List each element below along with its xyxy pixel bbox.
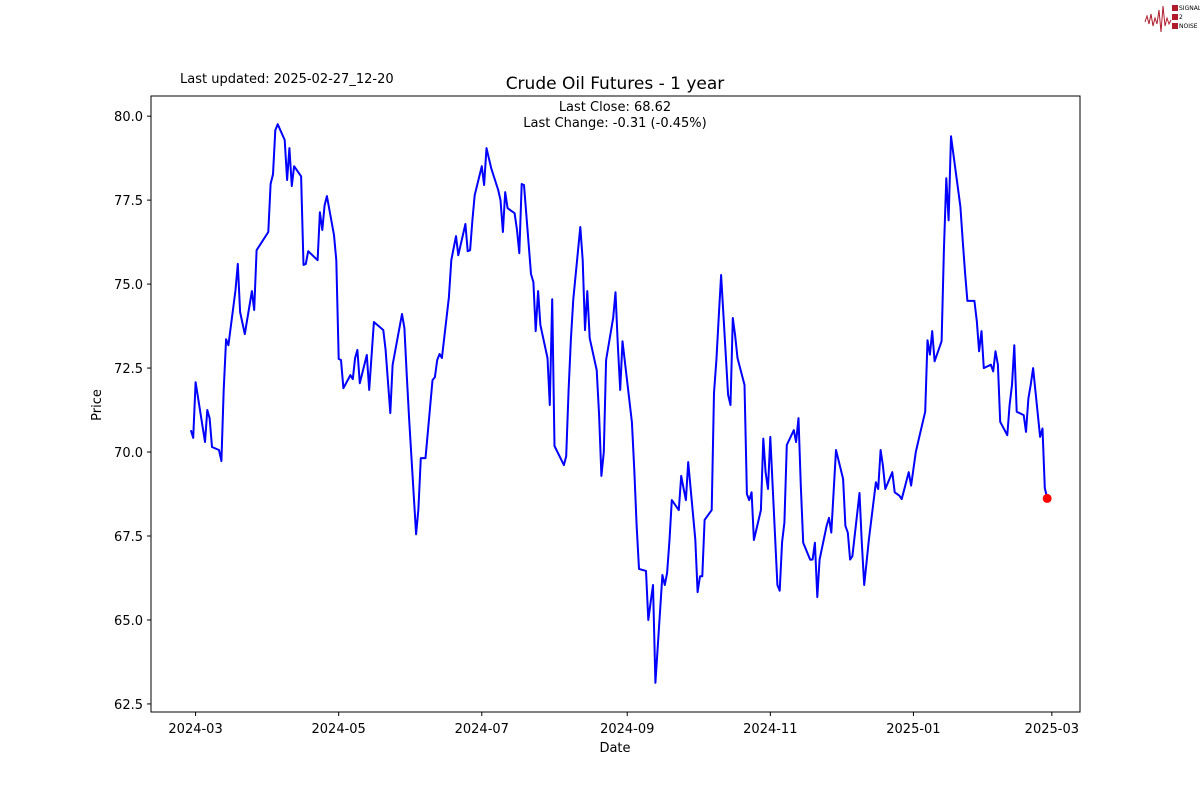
series bbox=[189, 123, 1052, 684]
logo-box bbox=[1172, 23, 1178, 29]
logo-text: SIGNAL bbox=[1179, 5, 1200, 12]
plot-area bbox=[150, 95, 1081, 713]
y-tick-label: 65.0 bbox=[114, 614, 143, 629]
x-axis: 2024-03 2024-05 2024-07 2024-09 2024-11 2025-… bbox=[168, 712, 1079, 737]
logo-box bbox=[1172, 14, 1178, 20]
last-updated: Last updated: 2025-02-27_12-20 bbox=[180, 72, 394, 87]
logo: SIGNAL 2 NOISE bbox=[1144, 5, 1200, 33]
y-tick-label: 75.0 bbox=[114, 278, 143, 293]
x-tick-label: 2024-09 bbox=[600, 722, 654, 737]
y-tick-label: 70.0 bbox=[114, 446, 143, 461]
logo-wave-icon bbox=[1144, 5, 1172, 33]
y-tick-label: 80.0 bbox=[114, 110, 143, 125]
x-tick-label: 2024-11 bbox=[743, 722, 797, 737]
y-tick-label: 67.5 bbox=[114, 530, 143, 545]
x-tick-label: 2025-01 bbox=[886, 722, 940, 737]
price-line bbox=[189, 123, 1049, 684]
chart-title: Crude Oil Futures - 1 year bbox=[506, 74, 725, 94]
y-tick-label: 62.5 bbox=[114, 698, 143, 713]
last-close-marker bbox=[1042, 493, 1052, 503]
annotation-last-close: Last Close: 68.62 bbox=[559, 100, 671, 115]
x-tick-label: 2024-07 bbox=[455, 722, 509, 737]
x-axis-label: Date bbox=[599, 741, 630, 756]
x-tick-label: 2025-03 bbox=[1025, 722, 1079, 737]
logo-box bbox=[1172, 5, 1178, 11]
logo-text: NOISE bbox=[1179, 23, 1198, 30]
y-axis: 62.5 65.0 67.5 70.0 72.5 75.0 77.5 80.0 bbox=[114, 110, 151, 713]
x-tick-label: 2024-05 bbox=[312, 722, 366, 737]
logo-text: 2 bbox=[1179, 14, 1183, 21]
annotation-last-change: Last Change: -0.31 (-0.45%) bbox=[523, 116, 706, 131]
y-tick-label: 77.5 bbox=[114, 194, 143, 209]
x-tick-label: 2024-03 bbox=[168, 722, 222, 737]
y-tick-label: 72.5 bbox=[114, 362, 143, 377]
y-axis-label: Price bbox=[90, 389, 105, 421]
